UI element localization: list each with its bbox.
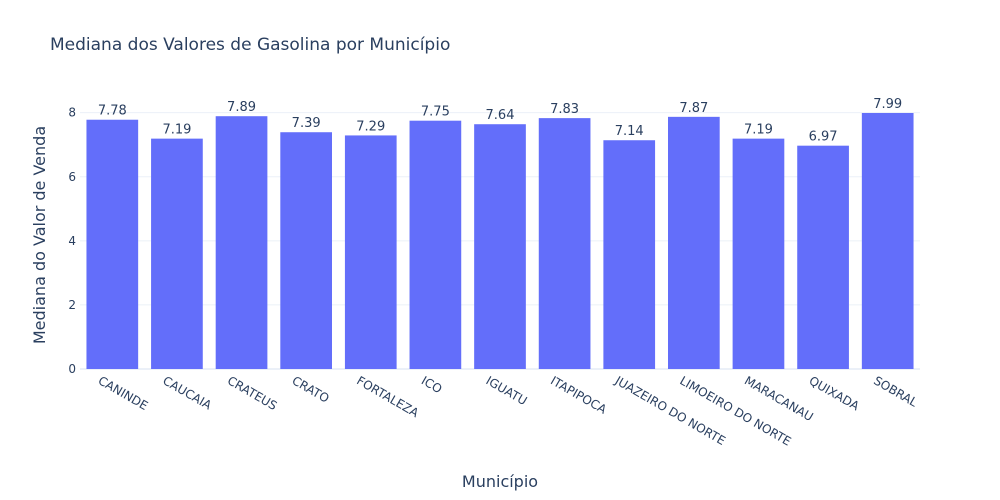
x-tick-label: FORTALEZA <box>354 373 422 420</box>
bar-value-label: 7.39 <box>292 116 321 131</box>
bar[interactable] <box>409 120 462 370</box>
bar-value-label: 7.75 <box>421 105 450 120</box>
y-axis-title: Mediana do Valor de Venda <box>30 126 49 344</box>
x-tick-label: CANINDE <box>96 373 151 413</box>
x-tick-label: SOBRAL <box>871 373 920 409</box>
bar[interactable] <box>732 138 785 369</box>
bar-value-label: 7.14 <box>615 124 644 139</box>
bar[interactable] <box>797 145 849 369</box>
x-tick-label: JUAZEIRO DO NORTE <box>612 373 728 448</box>
x-tick-label: ICO <box>419 373 445 396</box>
y-tick-label: 2 <box>68 298 76 312</box>
bar-value-label: 7.99 <box>873 97 902 112</box>
bar-value-label: 7.78 <box>98 104 127 119</box>
x-tick-label: CRATO <box>290 373 332 405</box>
bar[interactable] <box>474 124 526 369</box>
x-tick-label: CRATEUS <box>225 373 279 413</box>
bars <box>86 113 914 370</box>
x-tick-label: IGUATU <box>484 373 530 408</box>
y-tick-label: 4 <box>68 234 76 248</box>
x-tick-label: LIMOEIRO DO NORTE <box>677 373 793 448</box>
bar[interactable] <box>86 119 139 369</box>
bar-value-label: 7.29 <box>356 119 385 134</box>
y-tick-label: 6 <box>68 170 76 184</box>
bar[interactable] <box>861 113 914 369</box>
bar[interactable] <box>344 135 397 369</box>
x-axis-title: Município <box>462 472 538 491</box>
y-axis-ticks: 0 2 4 6 8 <box>68 106 76 376</box>
bar-value-label: 7.83 <box>550 102 579 117</box>
bar-value-label: 7.19 <box>162 123 191 138</box>
chart-title: Mediana dos Valores de Gasolina por Muni… <box>50 35 450 55</box>
bar[interactable] <box>280 132 332 369</box>
bar[interactable] <box>603 140 656 369</box>
y-tick-label: 8 <box>68 106 76 120</box>
data-labels: 7.78 7.19 7.89 7.39 7.29 7.75 7.64 7.83 7.14 7.87… <box>98 97 902 145</box>
bar-value-label: 7.19 <box>744 123 773 138</box>
bar-value-label: 7.64 <box>486 108 515 123</box>
bar[interactable] <box>538 118 591 370</box>
x-tick-label: QUIXADA <box>807 373 863 413</box>
bar[interactable] <box>215 116 268 369</box>
bar-value-label: 7.89 <box>227 100 256 115</box>
x-tick-label: ITAPIPOCA <box>548 373 610 417</box>
x-tick-label: CAUCAIA <box>160 373 214 412</box>
bar[interactable] <box>151 138 203 369</box>
bar-value-label: 6.97 <box>809 130 838 145</box>
bar-value-label: 7.87 <box>679 101 708 116</box>
y-tick-label: 0 <box>68 362 76 376</box>
bar[interactable] <box>668 116 720 369</box>
